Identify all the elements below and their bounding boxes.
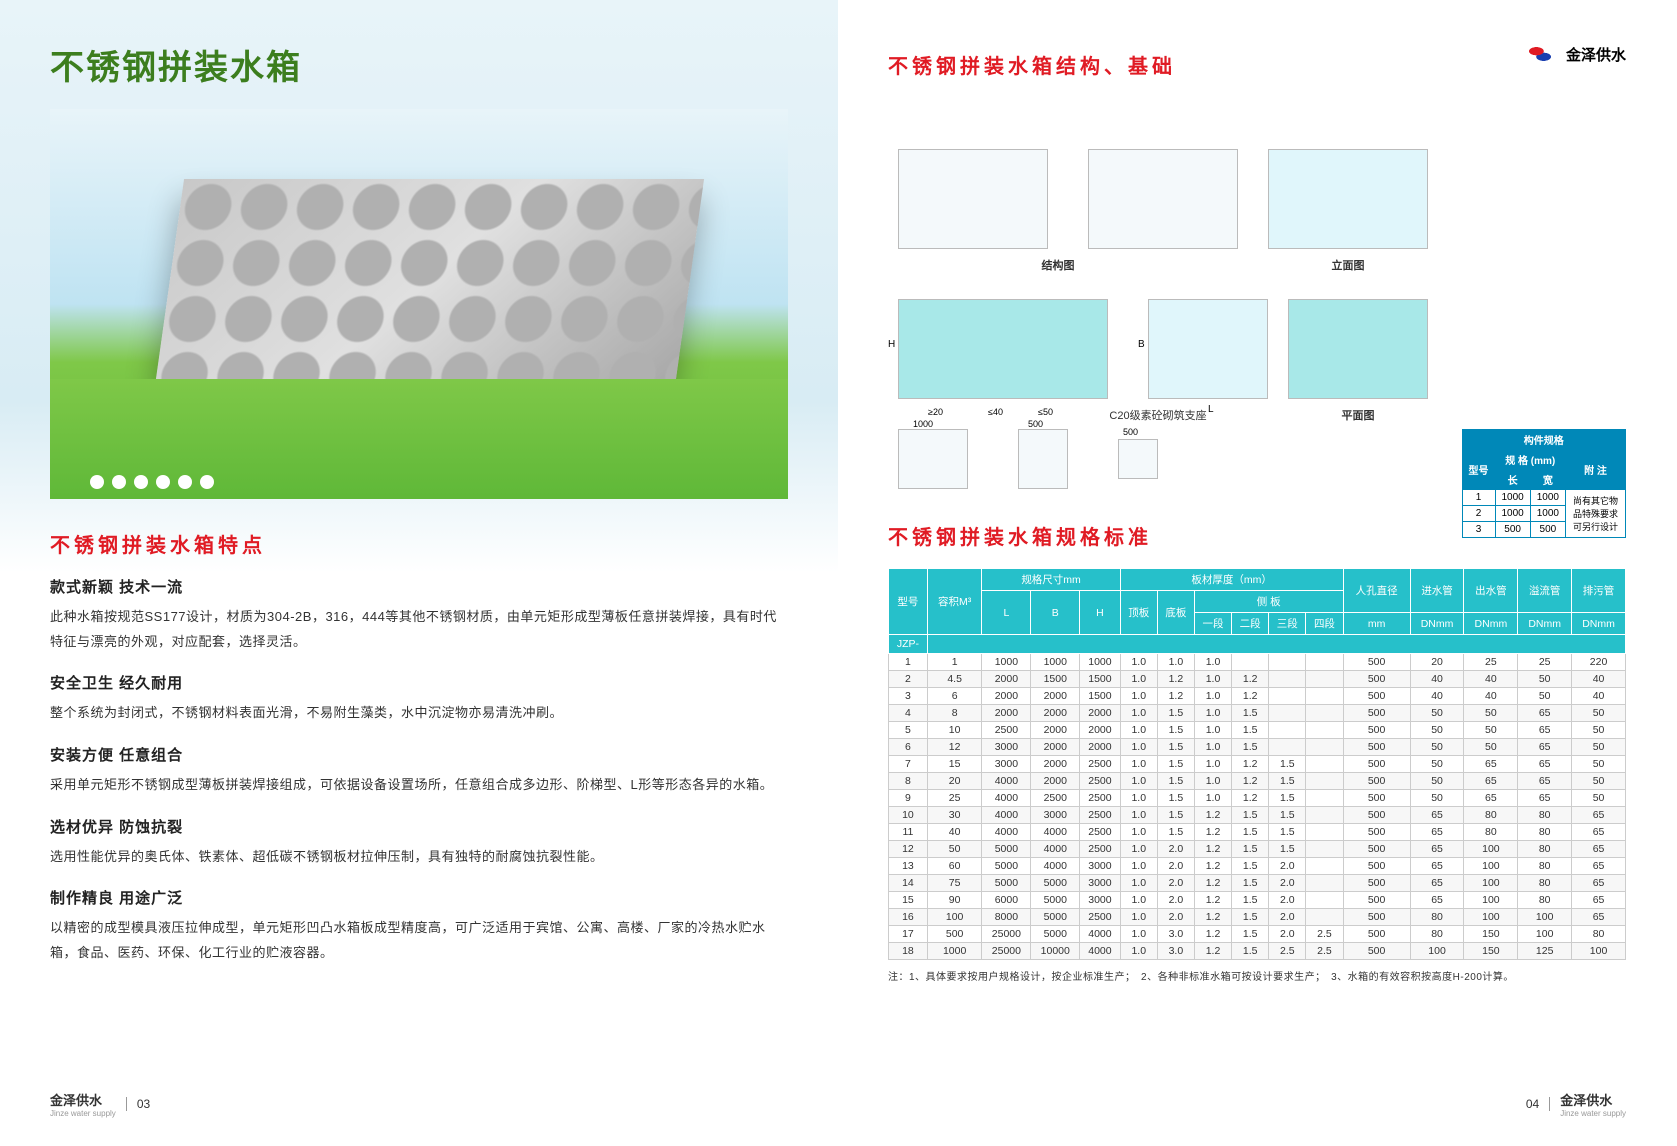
mini-spec-title: 构件规格 <box>1462 430 1626 450</box>
spec-row: 181000250001000040001.03.01.21.52.52.550… <box>889 943 1626 960</box>
logo-icon <box>1522 40 1558 68</box>
spec-row: 14755000500030001.02.01.21.52.0500651008… <box>889 875 1626 892</box>
panel-500b <box>1118 439 1158 479</box>
dim-1000a: 1000 <box>913 419 933 429</box>
dim-500b: 500 <box>1123 427 1138 437</box>
spec-row: 13605000400030001.02.01.21.52.0500651008… <box>889 858 1626 875</box>
diagram-front <box>1148 299 1268 399</box>
features-title: 不锈钢拼装水箱特点 <box>50 529 788 558</box>
spec-row: 12505000400025001.02.01.21.51.5500651008… <box>889 841 1626 858</box>
label-plan: 平面图 <box>1308 407 1408 423</box>
spec-row: 9254000250025001.01.51.01.21.55005065655… <box>889 790 1626 807</box>
dim-le40: ≤40 <box>988 407 1003 417</box>
spec-row: 1750025000500040001.03.01.21.52.02.55008… <box>889 926 1626 943</box>
feature-block: 制作精良 用途广泛以精密的成型模具液压拉伸成型，单元矩形凹凸水箱板成型精度高，可… <box>50 887 788 965</box>
page-right: 金泽供水 不锈钢拼装水箱结构、基础 结构图 立面图 平面图 C20级素砼砌筑支座… <box>838 0 1676 1146</box>
dim-L: L <box>1208 404 1214 415</box>
feature-block: 款式新颖 技术一流此种水箱按规范SS177设计，材质为304-2B，316，44… <box>50 576 788 654</box>
brand-name: 金泽供水 <box>1566 44 1626 65</box>
spec-row: 11404000400025001.01.51.21.51.5500658080… <box>889 824 1626 841</box>
label-foundation: C20级素砼砌筑支座 <box>1068 407 1248 423</box>
feature-heading: 选材优异 防蚀抗裂 <box>50 816 788 837</box>
spec-row: 111000100010001.01.01.0500202525220 <box>889 654 1626 671</box>
spec-row: 362000200015001.01.21.01.250040405040 <box>889 688 1626 705</box>
feature-block: 安装方便 任意组合采用单元矩形不锈钢成型薄板拼装焊接组成，可依据设备设置场所，任… <box>50 744 788 798</box>
spec-notes: 注：1、具体要求按用户规格设计，按企业标准生产； 2、各种非标准水箱可按设计要求… <box>888 968 1626 983</box>
spec-table: 型号 容积M³ 规格尺寸mm 板材厚度（mm） 人孔直径 进水管 出水管 溢流管… <box>888 568 1626 960</box>
mini-spec-table: 构件规格 型号 规 格 (mm) 附 注 长 宽 110001000尚有其它物品… <box>1462 429 1627 538</box>
hero-image <box>50 109 788 499</box>
dim-H: H <box>888 339 895 350</box>
brand-corner: 金泽供水 <box>1522 40 1626 68</box>
panel-1000 <box>898 429 968 489</box>
spec-row: 7153000200025001.01.51.01.21.55005065655… <box>889 756 1626 773</box>
label-structure: 结构图 <box>1008 257 1108 273</box>
footer-brand-sub: Jinze water supply <box>50 1109 116 1118</box>
dim-le50: ≤50 <box>1038 407 1053 417</box>
footer-brand: 金泽供水 <box>50 1090 116 1109</box>
diagram-structure-1 <box>898 149 1048 249</box>
dim-500a: 500 <box>1028 419 1043 429</box>
flowers <box>90 475 214 489</box>
feature-block: 选材优异 防蚀抗裂选用性能优异的奥氏体、铁素体、超低碳不锈钢板材拉伸压制，具有独… <box>50 816 788 870</box>
spec-row: 10304000300025001.01.51.21.51.5500658080… <box>889 807 1626 824</box>
dim-ge20: ≥20 <box>928 407 943 417</box>
feature-text: 采用单元矩形不锈钢成型薄板拼装焊接组成，可依据设备设置场所，任意组合成多边形、阶… <box>50 773 788 798</box>
feature-block: 安全卫生 经久耐用整个系统为封闭式，不锈钢材料表面光滑，不易附生藻类，水中沉淀物… <box>50 672 788 726</box>
feature-text: 整个系统为封闭式，不锈钢材料表面光滑，不易附生藻类，水中沉淀物亦易清洗冲刷。 <box>50 701 788 726</box>
diagram-structure-2 <box>1088 149 1238 249</box>
footer-brand-sub-r: Jinze water supply <box>1560 1109 1626 1118</box>
features-list: 款式新颖 技术一流此种水箱按规范SS177设计，材质为304-2B，316，44… <box>50 576 788 966</box>
spec-row: 5102500200020001.01.51.01.550050506550 <box>889 722 1626 739</box>
feature-heading: 安全卫生 经久耐用 <box>50 672 788 693</box>
spec-row: 15906000500030001.02.01.21.52.0500651008… <box>889 892 1626 909</box>
spec-row: 8204000200025001.01.51.01.21.55005065655… <box>889 773 1626 790</box>
panel-500 <box>1018 429 1068 489</box>
label-elevation: 立面图 <box>1298 257 1398 273</box>
mini-spec-row: 110001000尚有其它物品特殊要求可另行设计 <box>1462 490 1626 506</box>
feature-heading: 款式新颖 技术一流 <box>50 576 788 597</box>
page-number-right: 04 <box>1516 1097 1550 1111</box>
footer-left: 金泽供水 Jinze water supply 03 <box>50 1090 150 1118</box>
spec-row: 161008000500025001.02.01.21.52.050080100… <box>889 909 1626 926</box>
page-left: 不锈钢拼装水箱 不锈钢拼装水箱特点 款式新颖 技术一流此种水箱按规范SS177设… <box>0 0 838 1146</box>
footer-right: 04 金泽供水 Jinze water supply <box>1516 1090 1626 1118</box>
footer-brand-r: 金泽供水 <box>1560 1090 1626 1109</box>
feature-heading: 安装方便 任意组合 <box>50 744 788 765</box>
feature-text: 以精密的成型模具液压拉伸成型，单元矩形凹凸水箱板成型精度高，可广泛适用于宾馆、公… <box>50 916 788 965</box>
feature-heading: 制作精良 用途广泛 <box>50 887 788 908</box>
structure-title: 不锈钢拼装水箱结构、基础 <box>888 50 1626 79</box>
diagram-elevation <box>1268 149 1428 249</box>
spec-row: 482000200020001.01.51.01.550050506550 <box>889 705 1626 722</box>
spec-row: 24.52000150015001.01.21.01.250040405040 <box>889 671 1626 688</box>
feature-text: 选用性能优异的奥氏体、铁素体、超低碳不锈钢板材拉伸压制，具有独特的耐腐蚀抗裂性能… <box>50 845 788 870</box>
dim-B: B <box>1138 339 1145 350</box>
diagram-section <box>898 299 1108 399</box>
tank-illustration <box>156 179 704 379</box>
hero-title: 不锈钢拼装水箱 <box>50 40 788 89</box>
page-number-left: 03 <box>126 1097 150 1111</box>
diagram-plan <box>1288 299 1428 399</box>
spec-row: 6123000200020001.01.51.01.550050506550 <box>889 739 1626 756</box>
diagram-area: 结构图 立面图 平面图 C20级素砼砌筑支座 H B L ≥20 ≤40 ≤50… <box>888 149 1626 499</box>
feature-text: 此种水箱按规范SS177设计，材质为304-2B，316，444等其他不锈钢材质… <box>50 605 788 654</box>
